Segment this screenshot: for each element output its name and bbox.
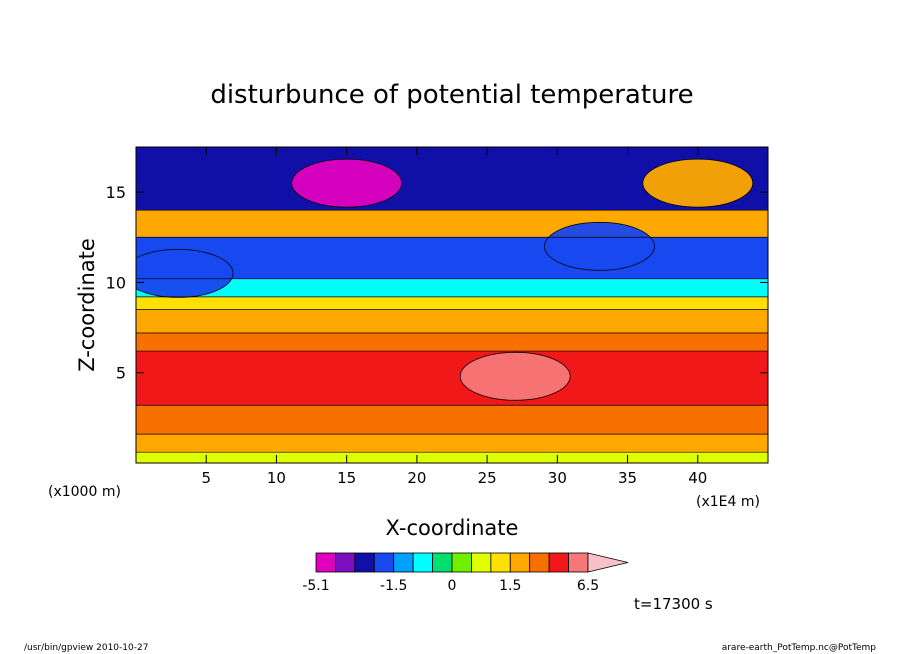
colorbar: -5.1 -1.5 0 1.5 6.5 (302, 552, 629, 594)
field-band-9 (136, 210, 768, 238)
colorbar-swatch-2 (354, 552, 375, 573)
field-band-3 (136, 351, 768, 406)
y-tick-label-0: 5 (116, 364, 126, 383)
colorbar-swatch-8 (471, 552, 492, 573)
field-band-0 (136, 452, 768, 463)
y-axis-label: Z-coordinate (75, 238, 99, 372)
plot-frame (135, 146, 769, 464)
x-tick-label-2: 15 (337, 469, 356, 487)
y-tick-label-2: 15 (106, 183, 126, 202)
colorbar-swatch-9 (490, 552, 511, 573)
plot-area (136, 147, 768, 463)
colorbar-tick-label-1: -1.5 (380, 578, 407, 594)
x-tick-label-3: 20 (407, 469, 426, 487)
x-tick-label-6: 35 (618, 469, 637, 487)
x-unit-right: (x1E4 m) (696, 494, 760, 510)
x-tick-label-0: 5 (201, 469, 211, 487)
colorbar-extend-arrow (587, 552, 629, 573)
y-tick-label-1: 10 (106, 273, 126, 292)
field-feature-2 (544, 221, 655, 271)
field-feature-0 (291, 158, 403, 208)
x-tick-label-1: 10 (267, 469, 286, 487)
field-band-6 (136, 296, 768, 310)
field-feature-4 (459, 351, 571, 401)
field-band-5 (136, 309, 768, 333)
x-tick-label-4: 25 (478, 469, 497, 487)
colorbar-swatch-7 (451, 552, 472, 573)
chart-title: disturbunce of potential temperature (210, 80, 693, 110)
colorbar-tick-label-2: 0 (448, 578, 457, 594)
colorbar-swatch-1 (335, 552, 356, 573)
x-axis-label: X-coordinate (386, 516, 519, 540)
field-band-1 (136, 434, 768, 453)
colorbar-swatch-10 (509, 552, 531, 573)
colorbar-swatch-6 (432, 552, 453, 573)
colorbar-tick-label-0: -5.1 (302, 578, 329, 594)
colorbar-tick-label-4: 6.5 (577, 578, 599, 594)
field-band-2 (136, 405, 768, 435)
colorbar-swatch-12 (548, 552, 569, 573)
x-tick-label-7: 40 (688, 469, 707, 487)
colorbar-swatch-4 (393, 552, 414, 573)
field-band-8 (136, 237, 768, 279)
colorbar-swatch-13 (568, 552, 589, 573)
colorbar-swatch-3 (373, 552, 395, 573)
colorbar-swatch-0 (315, 552, 336, 573)
axes: 5 10 15 20 25 30 35 40 5 10 15 (106, 147, 768, 487)
footer-left: /usr/bin/gpview 2010-10-27 (24, 643, 148, 653)
colorbar-swatch-5 (412, 552, 433, 573)
footer-right: arare-earth_PotTemp.nc@PotTemp (722, 643, 877, 653)
field-feature-3 (136, 249, 234, 298)
colorbar-swatch-11 (529, 552, 550, 573)
colorbar-tick-label-3: 1.5 (499, 578, 521, 594)
field-feature-1 (642, 158, 754, 208)
field-band-7 (136, 278, 768, 297)
field-band-4 (136, 332, 768, 352)
x-tick-label-5: 30 (548, 469, 567, 487)
time-label: t=17300 s (634, 595, 713, 613)
x-unit-left: (x1000 m) (48, 484, 121, 500)
